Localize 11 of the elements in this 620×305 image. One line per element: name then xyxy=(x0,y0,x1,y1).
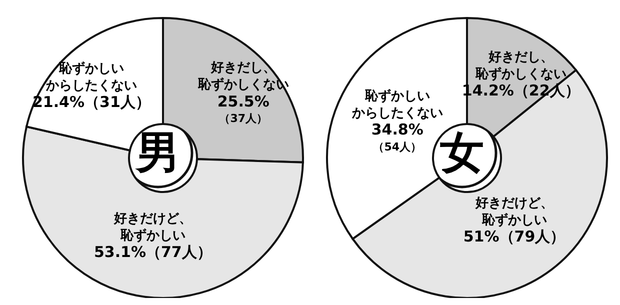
slice-label: 好きだし、恥ずかしくない xyxy=(474,50,566,82)
slice-label: 恥ずかしいからしたくない xyxy=(350,88,443,122)
slice-label: 恥ずかしいからしたくない xyxy=(44,60,137,94)
slice-label: 好きだけど、恥ずかしい xyxy=(112,211,192,244)
data-label: 53.1%（77人） xyxy=(94,242,212,261)
data-label: 34.8% （54人） xyxy=(371,120,424,154)
data-label: 25.5% （37人） xyxy=(217,92,270,126)
text: 男 xyxy=(134,128,180,178)
slice-label: 好きだけど、恥ずかしい xyxy=(474,196,554,228)
text: 女 xyxy=(440,128,484,178)
data-label: 51%（79人） xyxy=(463,228,566,246)
